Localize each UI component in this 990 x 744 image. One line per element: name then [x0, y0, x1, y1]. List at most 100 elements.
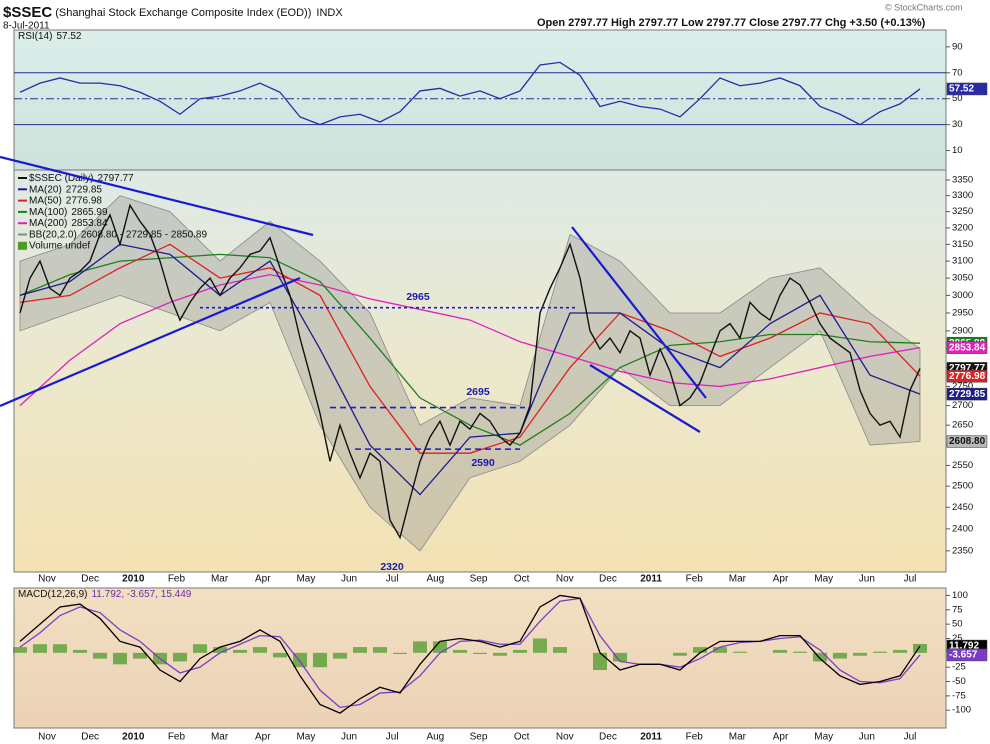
histogram-bar — [333, 652, 347, 659]
y-tick-label: 100 — [952, 590, 968, 601]
x-tick-label: Mar — [211, 574, 229, 585]
value-tag-box — [946, 341, 988, 354]
histogram-bar — [53, 644, 67, 653]
histogram-bar — [473, 652, 487, 654]
y-tick-label: 2450 — [952, 502, 973, 513]
value-tag-box — [946, 648, 988, 662]
y-tick-label: 3150 — [952, 239, 973, 250]
x-tick-label: Feb — [168, 732, 186, 743]
histogram-bar — [873, 651, 887, 653]
histogram-bar — [313, 652, 327, 668]
legend-value: 2865.99 — [71, 207, 108, 218]
x-tick-label: Dec — [81, 732, 99, 743]
histogram-bar — [133, 652, 147, 659]
x-tick-label: Sep — [470, 732, 488, 743]
value-tag-box — [946, 435, 988, 448]
histogram-bar — [713, 647, 727, 653]
histogram-bar — [513, 649, 527, 653]
y-tick-label: -25 — [952, 662, 966, 673]
x-tick-label: Nov — [556, 574, 574, 585]
x-tick-label: May — [296, 732, 315, 743]
x-tick-label: Oct — [514, 574, 530, 585]
panel-title: RSI(14) 57.52 — [18, 31, 82, 42]
x-tick-label: Jun — [341, 732, 357, 743]
x-tick-label: 2011 — [640, 574, 662, 585]
x-tick-label: 2011 — [640, 732, 662, 743]
histogram-bar — [553, 647, 567, 653]
x-tick-label: Apr — [255, 732, 271, 743]
histogram-bar — [413, 641, 427, 653]
panel-title: MACD(12,26,9) 11.792, -3.657, 15.449 — [18, 589, 192, 600]
histogram-bar — [253, 647, 267, 653]
histogram-bar — [193, 644, 207, 653]
histogram-bar — [853, 652, 867, 656]
annotation-label: 2965 — [406, 291, 430, 303]
x-tick-label: May — [814, 732, 833, 743]
y-tick-label: 25 — [952, 633, 963, 644]
legend-name: MA(20) — [29, 184, 62, 195]
x-tick-label: Oct — [514, 732, 530, 743]
histogram-bar — [433, 641, 447, 653]
x-tick-label: Apr — [773, 574, 789, 585]
rsi-panel — [13, 29, 947, 171]
histogram-bar — [673, 652, 687, 656]
histogram-bar — [13, 647, 27, 653]
legend-value: 2853.84 — [71, 218, 108, 229]
date: 8-Jul-2011 — [3, 21, 50, 32]
histogram-bar — [793, 651, 807, 653]
index-name: (Shanghai Stock Exchange Composite Index… — [55, 7, 311, 19]
y-tick-label: 50 — [952, 93, 963, 104]
x-tick-label: Feb — [686, 574, 704, 585]
panel-title-name: MACD(12,26,9) — [18, 589, 87, 600]
histogram-bar — [453, 649, 467, 653]
series-line — [19, 274, 921, 407]
value-tag: 2797.77 — [949, 363, 986, 374]
histogram-bar — [373, 647, 387, 653]
trend-line — [589, 364, 701, 433]
y-tick-label: 2400 — [952, 523, 973, 534]
histogram-bar — [73, 649, 87, 653]
y-tick-label: 2900 — [952, 325, 973, 336]
histogram-bar — [813, 652, 827, 662]
legend-value: 2608.80 - 2729.85 - 2850.89 — [81, 229, 208, 240]
series-line — [19, 594, 921, 714]
annotation-label: 2320 — [380, 561, 404, 573]
annotation-label: 2590 — [471, 457, 495, 469]
value-tag: 2853.84 — [949, 342, 986, 353]
histogram-bar — [393, 652, 407, 654]
header-title: $SSEC (Shanghai Stock Exchange Composite … — [3, 4, 343, 21]
value-tag-box — [946, 82, 988, 96]
value-tag-box — [946, 369, 988, 383]
panel-title-name: RSI(14) — [18, 31, 52, 42]
x-tick-label: Jun — [859, 732, 875, 743]
y-tick-label: 2750 — [952, 381, 973, 392]
histogram-bar — [233, 649, 247, 653]
histogram-bar — [913, 643, 927, 653]
value-tag: 2608.80 — [949, 436, 986, 447]
legend-value: 2729.85 — [66, 184, 103, 195]
x-tick-label: 2010 — [122, 732, 145, 743]
x-tick-label: Mar — [211, 732, 229, 743]
y-tick-label: -100 — [952, 705, 971, 716]
x-tick-label: Jul — [904, 732, 917, 743]
x-tick-label: Apr — [773, 732, 789, 743]
x-tick-label: May — [814, 574, 833, 585]
histogram-bar — [173, 652, 187, 662]
y-tick-label: -50 — [952, 676, 966, 687]
x-tick-label: Mar — [729, 574, 747, 585]
y-tick-label: 3000 — [952, 290, 973, 301]
macd-panel — [13, 587, 947, 729]
legend-entry: BB(20,2.0) 2608.80 - 2729.85 - 2850.89 — [29, 229, 207, 240]
x-tick-label: Jun — [341, 574, 357, 585]
series-line — [19, 243, 921, 496]
x-tick-label: Apr — [255, 574, 271, 585]
x-tick-label: Jul — [386, 574, 399, 585]
value-tag: 2729.85 — [949, 389, 986, 400]
series-line — [19, 597, 921, 709]
y-tick-label: -75 — [952, 690, 966, 701]
y-tick-label: 3100 — [952, 256, 973, 267]
histogram-bar — [273, 652, 287, 658]
panel-title-value: 57.52 — [56, 31, 81, 42]
histogram-bar — [493, 652, 507, 656]
